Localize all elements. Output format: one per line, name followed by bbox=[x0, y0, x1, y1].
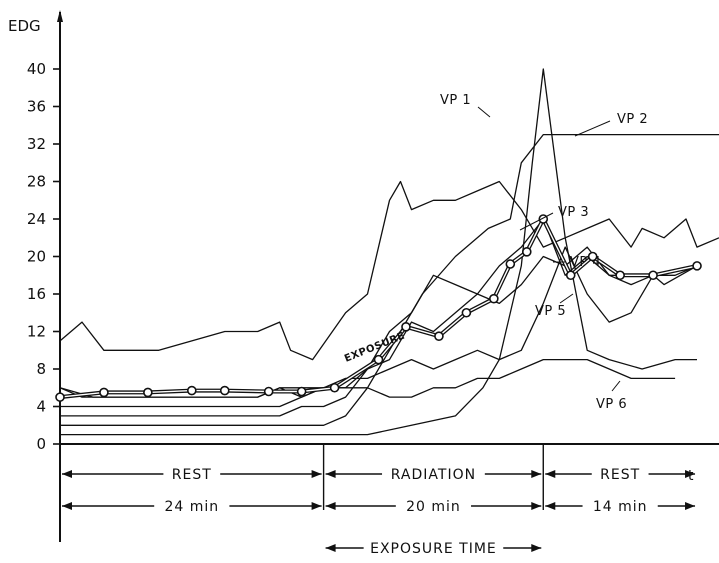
timeline-label: REST bbox=[600, 467, 640, 483]
timeline-arrowhead bbox=[531, 502, 542, 510]
mean-point bbox=[296, 386, 307, 397]
y-tick-label: 20 bbox=[27, 248, 46, 266]
timeline-arrowhead bbox=[62, 502, 72, 510]
y-tick-label: 8 bbox=[36, 360, 46, 378]
series-line bbox=[60, 133, 719, 426]
y-tick-label: 32 bbox=[27, 135, 46, 153]
series-label: VP 6 bbox=[596, 397, 627, 412]
mean-point bbox=[329, 382, 340, 393]
series-line bbox=[59, 218, 698, 398]
y-tick-label: 40 bbox=[27, 60, 46, 78]
series-line bbox=[59, 180, 719, 361]
series-line bbox=[60, 246, 654, 408]
timeline: REST 24 min RADIATION 20 min REST 14 min t EXPO… bbox=[62, 467, 696, 557]
y-tick-label: 0 bbox=[36, 435, 46, 453]
y-tick-label: 4 bbox=[36, 398, 46, 416]
mean-point bbox=[587, 251, 598, 262]
timeline-label: 20 min bbox=[406, 499, 461, 515]
mean-point bbox=[521, 247, 532, 257]
timeline-arrowhead bbox=[685, 470, 696, 478]
timeline-arrowhead bbox=[531, 470, 542, 478]
x-axis-label: t bbox=[688, 468, 695, 484]
mean-point bbox=[143, 387, 153, 398]
timeline-arrowhead bbox=[531, 544, 542, 552]
mean-point bbox=[219, 385, 230, 396]
series-label-leader bbox=[559, 293, 574, 304]
mean-point bbox=[461, 307, 472, 318]
timeline-arrowhead bbox=[325, 544, 336, 552]
timeline-arrowhead bbox=[325, 470, 336, 478]
timeline-arrowhead bbox=[685, 502, 696, 510]
mean-point bbox=[401, 322, 411, 332]
y-axis-arrowhead bbox=[57, 10, 63, 22]
series-label-leader bbox=[611, 380, 621, 392]
mean-layer bbox=[55, 214, 702, 402]
y-tick-label: 28 bbox=[27, 173, 46, 191]
timeline-label: EXPOSURE TIME bbox=[370, 541, 497, 557]
timeline-label: RADIATION bbox=[391, 467, 476, 483]
y-axis-label: EDG bbox=[8, 17, 41, 35]
timeline-label: REST bbox=[172, 467, 212, 483]
mean-point bbox=[434, 331, 444, 341]
mean-point bbox=[99, 387, 109, 398]
y-tick-label: 36 bbox=[27, 98, 46, 116]
y-tick-label: 24 bbox=[27, 210, 46, 228]
series-label: VP 4 bbox=[570, 255, 601, 270]
series-label: VP 5 bbox=[535, 304, 566, 319]
mean-point bbox=[615, 270, 625, 281]
mean-point bbox=[489, 293, 499, 304]
mean-point bbox=[692, 261, 702, 271]
timeline-label: 14 min bbox=[593, 499, 648, 515]
series-line bbox=[60, 246, 698, 417]
series-line bbox=[60, 68, 697, 436]
timeline-label: 24 min bbox=[164, 499, 219, 515]
series-label: VP 3 bbox=[558, 205, 589, 220]
mean-point bbox=[505, 259, 516, 269]
mean-point bbox=[263, 386, 274, 397]
series-label-leader bbox=[519, 212, 554, 231]
series-label: VP 1 bbox=[440, 93, 471, 108]
timeline-arrowhead bbox=[62, 470, 72, 478]
timeline-arrowhead bbox=[545, 502, 556, 510]
series-layer bbox=[59, 68, 719, 436]
y-tick-label: 16 bbox=[27, 285, 46, 303]
mean-point bbox=[648, 270, 658, 281]
timeline-arrowhead bbox=[545, 470, 556, 478]
mean-point bbox=[373, 354, 384, 365]
mean-point bbox=[187, 385, 197, 396]
mean-point bbox=[565, 270, 576, 281]
timeline-arrowhead bbox=[325, 502, 336, 510]
series-label-leader bbox=[477, 106, 491, 118]
series-label: VP 2 bbox=[617, 112, 648, 127]
axes: 0 4 8 12 16 20 24 28 32 36 40 EDG bbox=[8, 10, 719, 542]
y-tick-label: 12 bbox=[27, 323, 46, 341]
series-label-leader bbox=[574, 120, 611, 137]
timeline-arrowhead bbox=[311, 502, 322, 510]
mean-point bbox=[55, 392, 65, 402]
timeline-arrowhead bbox=[311, 470, 322, 478]
